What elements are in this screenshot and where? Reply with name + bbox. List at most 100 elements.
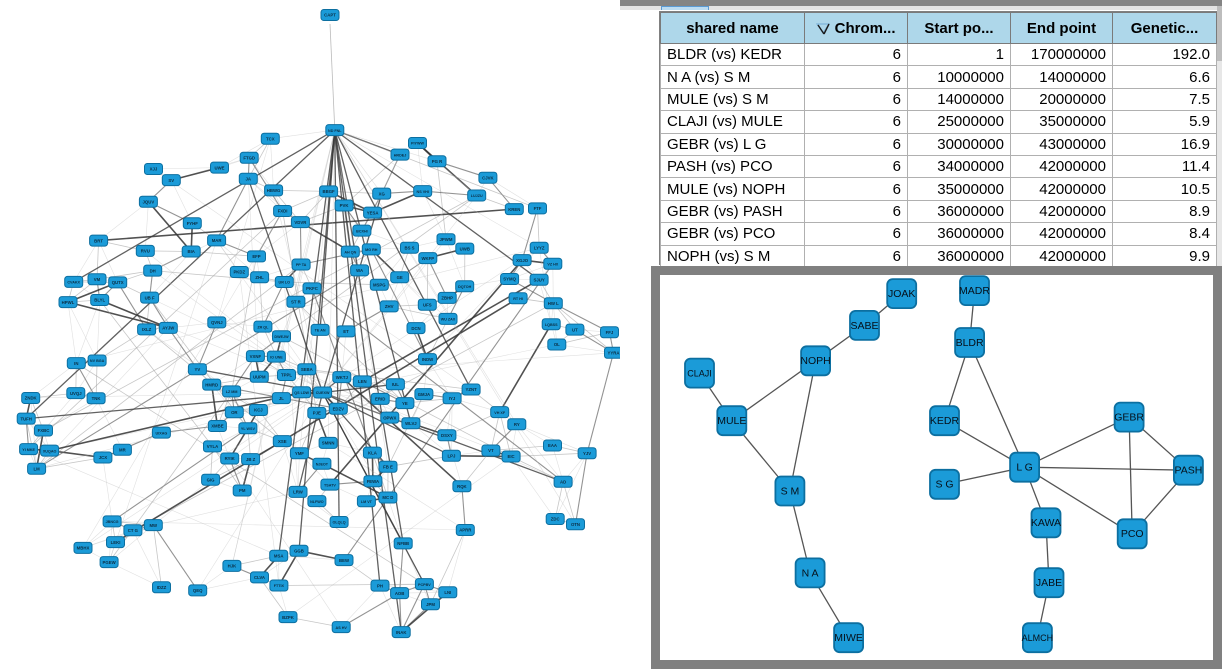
svg-text:LEN: LEN — [358, 379, 367, 384]
svg-text:CT G: CT G — [128, 528, 139, 533]
svg-text:AYJW: AYJW — [162, 326, 175, 331]
svg-text:S G: S G — [935, 479, 953, 491]
svg-text:AD: AD — [560, 480, 566, 485]
svg-text:XMBE: XMBE — [211, 424, 224, 429]
svg-text:ZDC: ZDC — [551, 517, 560, 522]
svg-text:HBWG: HBWG — [267, 188, 281, 193]
svg-text:BEW: BEW — [339, 558, 350, 563]
svg-text:SMNN: SMNN — [322, 441, 335, 446]
svg-text:LUJZU: LUJZU — [471, 194, 483, 198]
svg-text:BCXHI: BCXHI — [356, 229, 367, 233]
svg-text:MW: MW — [149, 523, 158, 528]
svg-text:TPPL: TPPL — [281, 373, 292, 378]
svg-text:YZNT: YZNT — [465, 387, 477, 392]
svg-text:OR: OR — [231, 410, 238, 415]
svg-text:OPWX: OPWX — [383, 415, 396, 420]
svg-text:KLA: KLA — [368, 450, 377, 455]
svg-text:XUQAO: XUQAO — [43, 449, 57, 453]
svg-text:NLFWO: NLFWO — [310, 500, 324, 504]
svg-text:HW L: HW L — [548, 301, 559, 306]
svg-text:SV: SV — [168, 178, 174, 183]
svg-text:XG: XG — [379, 191, 386, 196]
svg-text:YV: YV — [195, 367, 201, 372]
svg-text:OTN: OTN — [571, 522, 580, 527]
svg-text:QEQ: QEQ — [193, 588, 203, 593]
svg-text:BLYL: BLYL — [94, 298, 105, 303]
svg-text:HPWL: HPWL — [62, 300, 75, 305]
svg-text:KCJ: KCJ — [254, 408, 263, 413]
svg-text:VH XF: VH XF — [494, 411, 506, 415]
svg-text:DQTOH: DQTOH — [458, 285, 472, 289]
svg-text:UFS: UFS — [423, 302, 432, 307]
svg-text:EIC: EIC — [508, 454, 515, 459]
svg-text:WKFP: WKFP — [421, 256, 434, 261]
svg-text:MSPG: MSPG — [373, 282, 386, 287]
svg-text:UT: UT — [572, 327, 578, 332]
svg-text:IDZZ: IDZZ — [157, 585, 167, 590]
svg-text:MIWE: MIWE — [834, 632, 863, 644]
svg-text:PKDZ: PKDZ — [233, 270, 245, 275]
svg-text:ERID: ERID — [375, 397, 385, 402]
svg-text:VT: VT — [488, 448, 494, 453]
svg-text:ST R: ST R — [291, 300, 302, 305]
svg-text:BRT: BRT — [94, 238, 103, 243]
svg-text:UIXAG: UIXAG — [156, 431, 168, 435]
svg-text:TCX: TCX — [266, 136, 275, 141]
svg-text:HJK: HJK — [228, 564, 237, 569]
svg-text:PCPBV: PCPBV — [418, 583, 431, 587]
svg-text:FTF: FTF — [534, 206, 542, 211]
svg-text:MADR: MADR — [959, 285, 990, 297]
svg-text:YJV: YJV — [583, 451, 591, 456]
svg-text:VZ HX: VZ HX — [547, 263, 558, 267]
svg-text:YE: YE — [402, 401, 408, 406]
svg-text:YMF: YMF — [295, 451, 304, 456]
svg-text:IN: IN — [74, 361, 78, 366]
svg-text:FYHF: FYHF — [187, 221, 199, 226]
svg-text:CUEXW: CUEXW — [316, 391, 330, 395]
svg-text:VXNF: VXNF — [250, 354, 262, 359]
svg-text:DH: DH — [150, 268, 156, 273]
svg-text:PCO: PCO — [1121, 528, 1144, 540]
svg-text:KAWA: KAWA — [1031, 517, 1061, 529]
svg-text:LPJ: LPJ — [447, 454, 455, 459]
svg-text:ZHL: ZHL — [255, 275, 264, 280]
svg-text:PH: PH — [377, 583, 383, 588]
svg-text:INDW: INDW — [422, 357, 434, 362]
svg-text:CJVK: CJVK — [482, 175, 494, 180]
svg-text:AOB: AOB — [395, 591, 405, 596]
svg-text:VM: VM — [94, 277, 101, 282]
svg-text:IO UNE: IO UNE — [270, 355, 283, 359]
svg-text:FTTIX: FTTIX — [274, 584, 285, 588]
svg-text:FB E: FB E — [383, 464, 393, 469]
svg-text:JOAK: JOAK — [888, 288, 915, 300]
svg-text:SEBA: SEBA — [301, 367, 313, 372]
svg-text:VYLA: VYLA — [207, 444, 218, 449]
svg-text:PJE: PJE — [313, 411, 321, 416]
svg-text:ZR QL: ZR QL — [257, 325, 269, 329]
svg-text:GIG: GIG — [207, 477, 216, 482]
svg-text:UUPM: UUPM — [253, 375, 266, 380]
svg-text:LZ MM: LZ MM — [226, 390, 238, 394]
svg-text:OLQLQ: OLQLQ — [333, 521, 346, 525]
svg-text:DWEJW: DWEJW — [274, 335, 289, 339]
svg-text:LNI: LNI — [444, 590, 451, 595]
svg-text:ALMCH: ALMCH — [1022, 633, 1054, 643]
svg-text:YYRA: YYRA — [608, 351, 620, 356]
svg-text:RY: RY — [514, 422, 520, 427]
svg-text:WLVJ: WLVJ — [405, 421, 417, 426]
svg-text:DCN: DCN — [411, 326, 420, 331]
svg-text:LEKI: LEKI — [111, 540, 121, 545]
svg-text:PG R: PG R — [432, 159, 443, 164]
svg-text:KREN: KREN — [508, 207, 520, 212]
svg-text:L G: L G — [1016, 462, 1033, 474]
svg-text:GE: GE — [397, 275, 403, 280]
svg-text:S M: S M — [781, 485, 800, 497]
svg-text:ZNDK: ZNDK — [25, 396, 38, 401]
svg-text:FXDI: FXDI — [278, 209, 288, 214]
svg-text:MC D: MC D — [382, 495, 393, 500]
svg-text:GEBR: GEBR — [1114, 412, 1144, 424]
svg-text:CVAKX: CVAKX — [67, 281, 80, 285]
svg-text:APRR: APRR — [459, 528, 472, 533]
svg-text:IUL: IUL — [392, 382, 399, 387]
svg-text:NOPH: NOPH — [800, 355, 830, 367]
